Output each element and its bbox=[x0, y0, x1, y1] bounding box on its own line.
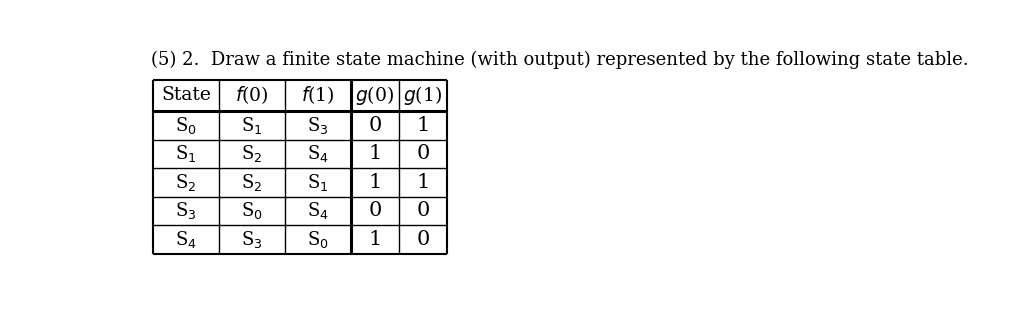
Text: (5) 2.  Draw a finite state machine (with output) represented by the following s: (5) 2. Draw a finite state machine (with… bbox=[152, 50, 969, 69]
Text: $\mathit{f}$(0): $\mathit{f}$(0) bbox=[236, 85, 269, 106]
Text: $\mathregular{S}_{3}$: $\mathregular{S}_{3}$ bbox=[307, 115, 329, 136]
Text: $\mathregular{S}_{3}$: $\mathregular{S}_{3}$ bbox=[242, 229, 263, 250]
Text: $\mathregular{S}_{4}$: $\mathregular{S}_{4}$ bbox=[307, 143, 329, 165]
Text: 0: 0 bbox=[416, 202, 430, 220]
Text: $\mathregular{S}_{0}$: $\mathregular{S}_{0}$ bbox=[307, 229, 329, 250]
Text: $\mathregular{S}_{3}$: $\mathregular{S}_{3}$ bbox=[175, 201, 197, 221]
Text: $\mathregular{S}_{2}$: $\mathregular{S}_{2}$ bbox=[175, 172, 197, 193]
Text: $\mathregular{S}_{1}$: $\mathregular{S}_{1}$ bbox=[175, 143, 197, 165]
Text: 0: 0 bbox=[416, 145, 430, 164]
Text: State: State bbox=[161, 86, 211, 104]
Text: $\mathregular{S}_{4}$: $\mathregular{S}_{4}$ bbox=[307, 201, 329, 221]
Text: 1: 1 bbox=[369, 230, 382, 249]
Text: $\mathit{f}$(1): $\mathit{f}$(1) bbox=[301, 85, 335, 106]
Text: $\mathit{g}$(1): $\mathit{g}$(1) bbox=[403, 84, 442, 107]
Text: $\mathit{g}$(0): $\mathit{g}$(0) bbox=[355, 84, 394, 107]
Text: $\mathregular{S}_{4}$: $\mathregular{S}_{4}$ bbox=[175, 229, 197, 250]
Text: 1: 1 bbox=[416, 116, 430, 135]
Text: 1: 1 bbox=[416, 173, 430, 192]
Text: $\mathregular{S}_{0}$: $\mathregular{S}_{0}$ bbox=[241, 201, 263, 221]
Text: $\mathregular{S}_{1}$: $\mathregular{S}_{1}$ bbox=[307, 172, 329, 193]
Text: $\mathregular{S}_{2}$: $\mathregular{S}_{2}$ bbox=[242, 172, 262, 193]
Text: 0: 0 bbox=[369, 202, 382, 220]
Text: $\mathregular{S}_{0}$: $\mathregular{S}_{0}$ bbox=[175, 115, 197, 136]
Text: 0: 0 bbox=[369, 116, 382, 135]
Text: $\mathregular{S}_{2}$: $\mathregular{S}_{2}$ bbox=[242, 143, 262, 165]
Text: 1: 1 bbox=[369, 145, 382, 164]
Text: 0: 0 bbox=[416, 230, 430, 249]
Text: $\mathregular{S}_{1}$: $\mathregular{S}_{1}$ bbox=[242, 115, 263, 136]
Text: 1: 1 bbox=[369, 173, 382, 192]
